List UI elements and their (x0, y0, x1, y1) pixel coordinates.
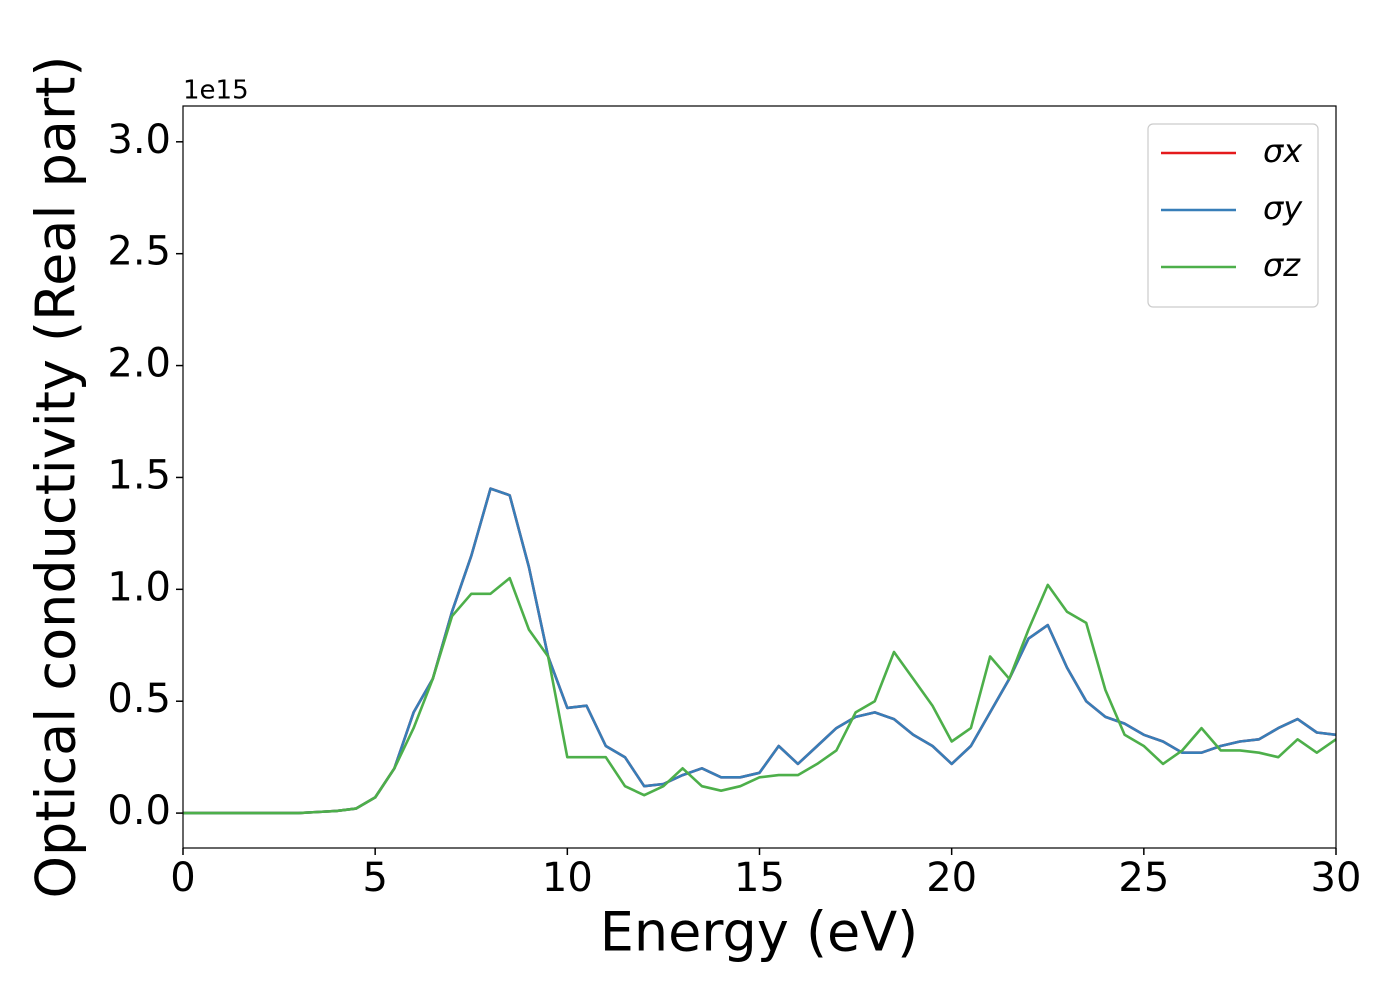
x-tick-label: 10 (542, 855, 593, 901)
x-tick-label: 15 (734, 855, 785, 901)
y-axis-label: Optical conductivity (Real part) (25, 56, 88, 899)
y-tick-label: 1.5 (107, 452, 171, 498)
y-tick-label: 2.0 (107, 341, 171, 387)
x-axis-label: Energy (eV) (600, 901, 919, 964)
y-offset-label: 1e15 (183, 76, 249, 106)
y-tick-label: 2.5 (107, 229, 171, 275)
series-line (183, 576, 1337, 815)
legend-box (1147, 123, 1319, 308)
x-tick-label: 0 (170, 855, 195, 901)
legend-label: σy (1263, 189, 1303, 227)
x-tick-label: 30 (1311, 855, 1362, 901)
x-tick-label: 5 (362, 855, 387, 901)
y-tick-label: 1.0 (107, 564, 171, 610)
plot-frame (182, 105, 1337, 849)
x-tick-label: 25 (1118, 855, 1169, 901)
legend-label: σz (1263, 246, 1301, 284)
legend: σx σy σz (1147, 123, 1319, 308)
y-tick-label: 0.0 (107, 788, 171, 834)
x-tick-label: 20 (926, 855, 977, 901)
legend-label: σx (1263, 132, 1303, 170)
y-tick-label: 0.5 (107, 676, 171, 722)
y-tick-label: 3.0 (107, 117, 171, 163)
